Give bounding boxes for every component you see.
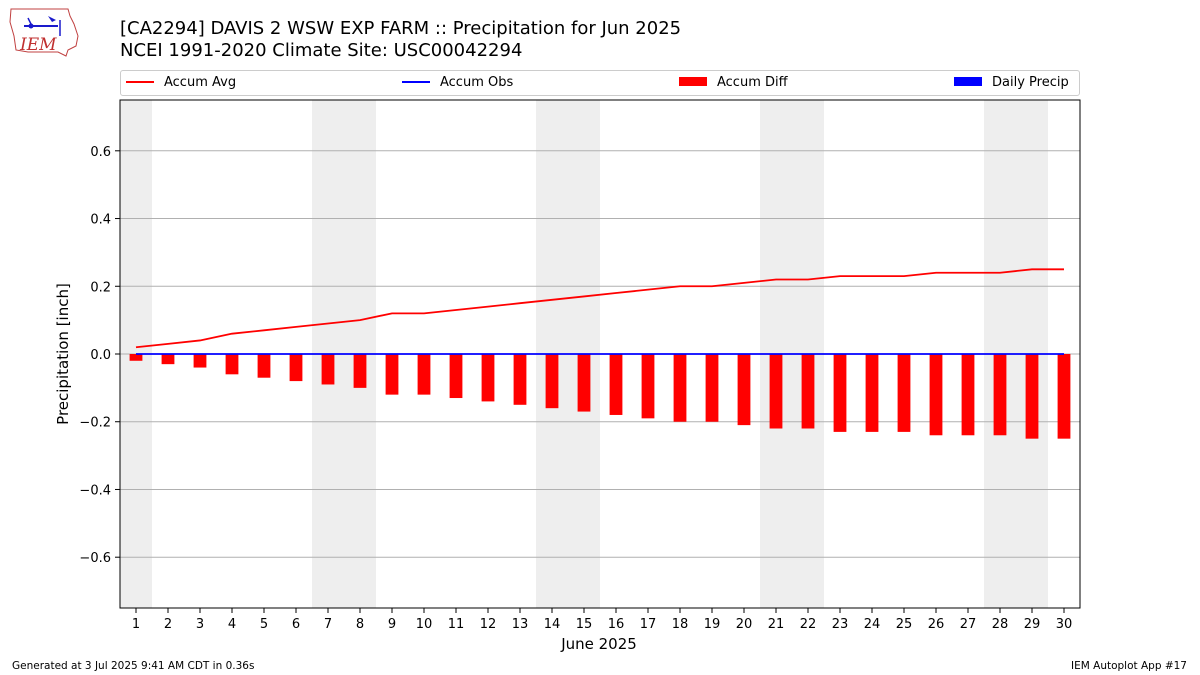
x-tick-label-20: 20	[736, 617, 753, 632]
x-tick-label-11: 11	[448, 617, 465, 632]
accum-diff-bar-15	[577, 354, 591, 412]
legend-label-accum-diff: Accum Diff	[717, 75, 788, 90]
x-tick-label-17: 17	[640, 617, 657, 632]
legend-label-accum-obs: Accum Obs	[440, 75, 514, 90]
x-tick-label-30: 30	[1056, 617, 1073, 632]
x-tick-label-4: 4	[228, 617, 236, 632]
accum-diff-bar-1	[129, 354, 143, 361]
chart-title: [CA2294] DAVIS 2 WSW EXP FARM :: Precipi…	[120, 18, 681, 62]
x-axis-ticks: 1 2 3 4 5 6 7 8 9 10 11 12 13 14 15 16 17 18 19 20 21 22 23 24 2…	[132, 608, 1072, 632]
x-tick-label-12: 12	[480, 617, 497, 632]
logo-text: IEM	[19, 35, 57, 55]
accum-diff-bar-19	[705, 354, 719, 422]
x-tick-label-23: 23	[832, 617, 849, 632]
accum-diff-bar-26	[929, 354, 943, 436]
x-tick-label-24: 24	[864, 617, 881, 632]
accum-diff-bar-22	[801, 354, 815, 429]
x-tick-label-27: 27	[960, 617, 977, 632]
accum-diff-bar-9	[385, 354, 399, 395]
x-tick-label-14: 14	[544, 617, 561, 632]
iem-logo: IEM	[8, 6, 80, 58]
accum-diff-bar-5	[257, 354, 271, 378]
x-tick-label-18: 18	[672, 617, 689, 632]
accum-diff-bar-8	[353, 354, 367, 388]
series-lines	[135, 268, 1064, 355]
x-tick-label-9: 9	[388, 617, 396, 632]
accum-diff-bar-4	[225, 354, 239, 375]
accum-diff-bar-25	[897, 354, 911, 432]
x-tick-label-1: 1	[132, 617, 140, 632]
x-tick-label-19: 19	[704, 617, 721, 632]
accum-diff-bar-30	[1057, 354, 1071, 439]
accum-diff-bar-13	[513, 354, 527, 405]
x-tick-label-26: 26	[928, 617, 945, 632]
x-tick-label-13: 13	[512, 617, 529, 632]
legend-swatch-accum-obs	[402, 80, 430, 83]
accum-diff-bar-10	[417, 354, 431, 395]
y-axis-ticks: −0.6 −0.4 −0.2 0.0 0.2 0.4 0.6	[79, 145, 120, 566]
y-tick-label-6: 0.6	[90, 145, 111, 160]
x-tick-label-7: 7	[324, 617, 332, 632]
y-tick-label-5: 0.4	[90, 213, 111, 228]
accum-diff-bar-7	[321, 354, 335, 385]
accum-diff-bar-23	[833, 354, 847, 432]
accum-diff-bar-21	[769, 354, 783, 429]
accum-diff-bar-14	[545, 354, 559, 409]
title-line-1: [CA2294] DAVIS 2 WSW EXP FARM :: Precipi…	[120, 18, 682, 39]
accum-diff-bars	[129, 354, 1071, 439]
accum-diff-bar-11	[449, 354, 463, 399]
x-tick-label-22: 22	[800, 617, 817, 632]
x-axis-label: June 2025	[560, 635, 637, 653]
legend-item-accum-avg: Accum Avg	[126, 74, 236, 92]
x-tick-label-10: 10	[416, 617, 433, 632]
y-tick-label-2: −0.2	[79, 416, 111, 431]
legend-item-daily-precip: Daily Precip	[954, 74, 1069, 92]
accum-avg-line	[135, 268, 1064, 349]
accum-diff-bar-24	[865, 354, 879, 432]
x-tick-label-3: 3	[196, 617, 204, 632]
accum-diff-bar-3	[193, 354, 207, 368]
legend-swatch-accum-diff	[679, 77, 707, 86]
x-tick-label-25: 25	[896, 617, 913, 632]
accum-diff-bar-6	[289, 354, 303, 382]
x-tick-label-8: 8	[356, 617, 364, 632]
x-tick-label-5: 5	[260, 617, 268, 632]
legend-swatch-accum-avg	[126, 80, 154, 83]
legend-label-accum-avg: Accum Avg	[164, 75, 237, 90]
y-tick-label-1: −0.4	[79, 483, 111, 498]
y-tick-label-4: 0.2	[90, 280, 111, 295]
x-tick-label-21: 21	[768, 617, 785, 632]
y-tick-label-3: 0.0	[90, 348, 111, 363]
x-tick-label-2: 2	[164, 617, 172, 632]
x-tick-label-29: 29	[1024, 617, 1041, 632]
legend-item-accum-obs: Accum Obs	[402, 74, 513, 92]
title-line-2: NCEI 1991-2020 Climate Site: USC00042294	[120, 40, 523, 61]
accum-diff-bar-29	[1025, 354, 1039, 439]
accum-diff-bar-20	[737, 354, 751, 426]
accum-diff-bar-12	[481, 354, 495, 402]
x-tick-label-6: 6	[292, 617, 300, 632]
accum-diff-bar-28	[993, 354, 1007, 436]
y-tick-label-0: −0.6	[79, 551, 111, 566]
legend-label-daily-precip: Daily Precip	[992, 75, 1069, 90]
y-axis-label: Precipitation [inch]	[54, 283, 72, 425]
x-tick-label-16: 16	[608, 617, 625, 632]
accum-diff-bar-16	[609, 354, 623, 415]
app-note: IEM Autoplot App #17	[1071, 660, 1187, 672]
x-tick-label-28: 28	[992, 617, 1009, 632]
generated-note: Generated at 3 Jul 2025 9:41 AM CDT in 0…	[12, 660, 255, 672]
accum-diff-bar-2	[161, 354, 175, 365]
legend-item-accum-diff: Accum Diff	[679, 74, 788, 92]
accum-diff-bar-27	[961, 354, 975, 436]
x-tick-label-15: 15	[576, 617, 593, 632]
chart-legend: Accum Avg Accum Obs Accum Diff Daily Pre…	[120, 70, 1080, 96]
accum-diff-bar-17	[641, 354, 655, 419]
accum-diff-bar-18	[673, 354, 687, 422]
legend-swatch-daily-precip	[954, 77, 982, 86]
